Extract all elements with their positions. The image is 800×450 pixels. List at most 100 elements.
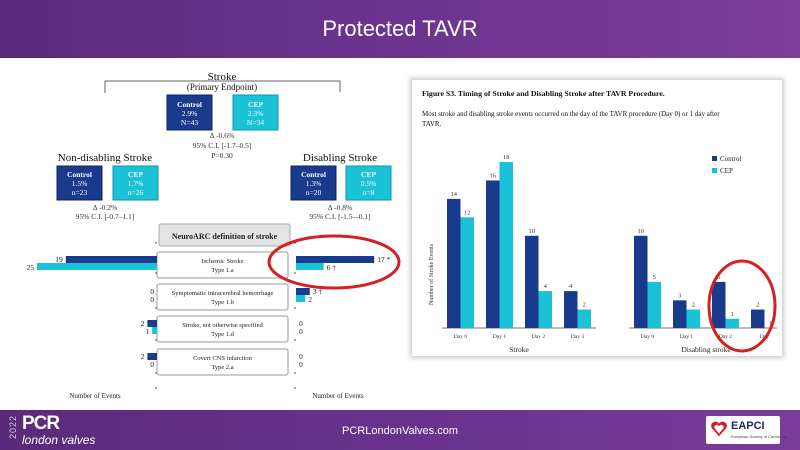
root-delta: Δ -0.6% <box>210 131 234 140</box>
right-branch-title: Disabling Stroke <box>303 152 377 164</box>
legend-swatch-control <box>712 156 717 161</box>
bar-control <box>447 198 461 328</box>
bar-right-control-label: 17 * <box>377 255 390 264</box>
root-ci: 95% C.I. [-1.7–0.5] <box>193 141 252 150</box>
left-ci: 95% C.I. [-0.7–1.1] <box>76 212 135 221</box>
legend-label-cep: CEP <box>720 167 733 175</box>
left-control-n: n=23 <box>72 188 88 197</box>
website-url[interactable]: PCRLondonValves.com <box>342 425 458 437</box>
left-cep-pct: 1.7% <box>128 179 144 188</box>
bar-control <box>525 235 539 328</box>
x-tick-label: Day <box>760 334 769 340</box>
bar-left-control-label: 2 <box>141 319 145 328</box>
right-cep-n: n=8 <box>363 188 375 197</box>
group-label: Disabling stroke <box>681 345 731 354</box>
category-type: Type 2.a <box>211 364 233 371</box>
figure-caption-line2: TAVR. <box>422 120 442 128</box>
right-cep-label: CEP <box>361 170 376 179</box>
bar-right-cep-label: 0 <box>299 360 303 369</box>
bar-control-label: 4 <box>569 283 573 290</box>
bar-right-cep <box>296 295 306 302</box>
root-control-pct: 2.9% <box>182 109 198 118</box>
root-title: Stroke <box>208 71 237 83</box>
left-branch-title: Non-disabling Stroke <box>58 152 153 164</box>
bar-right-control <box>296 256 375 263</box>
bar-control <box>751 309 765 328</box>
bar-control <box>486 180 500 328</box>
root-control-label: Control <box>177 100 202 109</box>
root-p: P=0.30 <box>211 151 233 160</box>
timing-chart: Figure S3. Timing of Stroke and Disablin… <box>422 89 777 354</box>
left-cep-n: n=26 <box>128 188 144 197</box>
group-label: Stroke <box>509 345 529 354</box>
root-cep-n: N=34 <box>247 118 264 127</box>
bar-control-label: 5 <box>717 274 720 281</box>
right-cep-pct: 0.5% <box>361 179 377 188</box>
root-subtitle: (Primary Endpoint) <box>187 82 257 92</box>
right-control-n: n=20 <box>306 188 322 197</box>
category-box <box>156 283 289 311</box>
bar-left-control-label: 2 <box>141 352 145 361</box>
category-name: Covert CNS infarction <box>193 355 253 362</box>
left-control-pct: 1.5% <box>72 179 88 188</box>
left-control-box <box>56 165 103 201</box>
bar-cep-label: 18 <box>503 154 510 161</box>
bar-control-label: 2 <box>756 302 759 309</box>
bar-cep-label: 1 <box>731 311 734 318</box>
root-control-n: N=43 <box>181 118 198 127</box>
footer-bar <box>0 410 800 450</box>
bar-control-label: 16 <box>490 172 497 179</box>
bar-left-control <box>147 320 157 327</box>
left-delta: Δ -0.2% <box>93 203 117 212</box>
bar-left-cep-label: 25 <box>27 263 35 272</box>
x-tick-label: Day 1 <box>680 334 694 340</box>
right-delta: Δ -0.8% <box>328 203 352 212</box>
figure-caption-line1: Most stroke and disabling stroke events … <box>422 110 720 118</box>
bar-cep <box>460 217 474 328</box>
bar-left-control-label: 19 <box>55 255 63 264</box>
legend-label-control: Control <box>720 155 741 163</box>
x-tick-label: Day 2 <box>532 334 546 340</box>
eapci-sub: European Society of Cardiology <box>731 434 788 439</box>
right-control-box <box>290 165 337 201</box>
bar-right-control-label: 0 <box>299 319 303 328</box>
y-axis-label: Number of Stroke Events <box>428 243 435 305</box>
left-cep-box <box>112 165 159 201</box>
bar-cep <box>725 318 739 328</box>
bar-right-cep-label: 0 <box>299 327 303 336</box>
category-type: Type 1.a <box>211 267 233 274</box>
figure-title: Figure S3. Timing of Stroke and Disablin… <box>422 89 665 98</box>
logo-brand: PCR <box>22 413 60 434</box>
bar-cep <box>577 309 591 328</box>
slide-title: Protected TAVR <box>322 16 478 41</box>
stroke-tree-figure: Stroke (Primary Endpoint) Control 2.9% N… <box>27 71 392 400</box>
neuroarc-header: NeuroARC definition of stroke <box>172 232 278 241</box>
bar-control <box>564 291 578 328</box>
butterfly-chart: Ischemic Stroke Type 1.a 19 25 17 * 6 † Sympto… <box>27 242 391 389</box>
bar-control-label: 10 <box>529 228 536 235</box>
axis-label-right: Number of Events <box>312 392 364 400</box>
figure-s3-panel: Figure S3. Timing of Stroke and Disablin… <box>412 80 782 356</box>
bar-left-cep-label: 1 <box>145 327 149 336</box>
x-tick-label: Day 3 <box>571 334 585 340</box>
x-tick-label: Day 1 <box>493 334 507 340</box>
bar-cep <box>538 291 552 328</box>
bar-control-label: 10 <box>638 228 645 235</box>
bar-control <box>673 300 687 328</box>
left-control-label: Control <box>67 170 92 179</box>
bar-cep-label: 2 <box>583 302 586 309</box>
bar-cep-label: 4 <box>544 283 548 290</box>
category-box <box>156 251 289 279</box>
category-type: Type 1.b <box>211 299 234 306</box>
bar-left-control <box>65 256 157 263</box>
bar-cep-label: 2 <box>692 302 695 309</box>
bar-cep <box>686 309 700 328</box>
bar-right-cep-label: 2 <box>308 295 312 304</box>
x-tick-label: Day 0 <box>454 334 468 340</box>
bar-right-control-label: 0 <box>299 352 303 361</box>
logo-sub: london valves <box>22 433 96 447</box>
left-cep-label: CEP <box>128 170 143 179</box>
right-ci: 95% C.I. [-1.5–-0.1] <box>309 212 370 221</box>
title-bar: Protected TAVR <box>0 0 800 58</box>
category-box <box>156 315 289 343</box>
